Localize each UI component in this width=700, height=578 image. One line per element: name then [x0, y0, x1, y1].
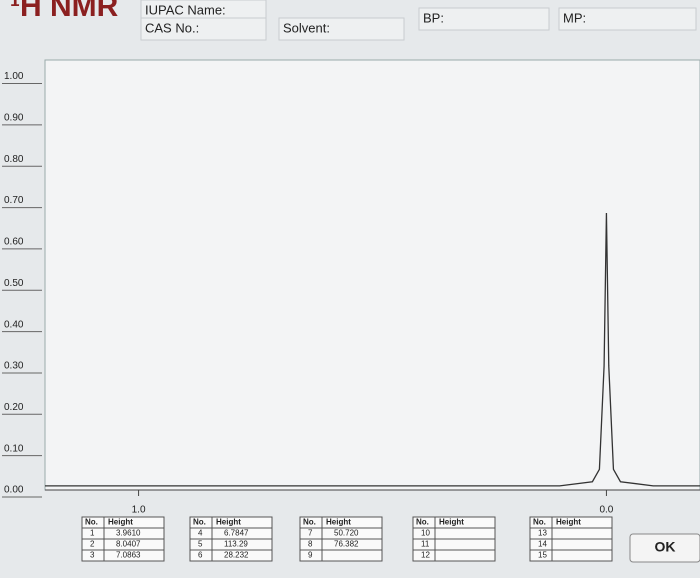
- y-tick-label: 0.70: [4, 195, 24, 206]
- peak-height: 6.7847: [224, 529, 249, 538]
- table-header: Height: [556, 518, 581, 527]
- peak-number: 11: [421, 540, 430, 549]
- table-header: Height: [216, 518, 241, 527]
- field-box: [140, 17, 267, 41]
- peak-height: 113.29: [224, 540, 248, 549]
- table-header: Height: [108, 518, 133, 527]
- field-label: MP:: [563, 10, 586, 25]
- x-tick-label: 1.0: [132, 505, 146, 516]
- table-header: No.: [416, 518, 429, 527]
- table-header: No.: [533, 518, 546, 527]
- field-box: [558, 7, 697, 31]
- y-tick-label: 1.00: [4, 71, 24, 82]
- peak-height: 3.9610: [116, 529, 141, 538]
- y-tick-label: 0.90: [4, 113, 24, 124]
- table-header: No.: [303, 518, 316, 527]
- table-header: Height: [326, 518, 351, 527]
- title: ¹H NMR: [10, 0, 119, 23]
- peak-number: 14: [538, 540, 547, 549]
- peak-number: 2: [90, 540, 95, 549]
- peak-number: 13: [538, 529, 547, 538]
- ok-button-label[interactable]: OK: [655, 539, 676, 555]
- peak-height: 8.0407: [116, 540, 141, 549]
- plot-area: [44, 59, 700, 491]
- peak-number: 15: [538, 551, 547, 560]
- peak-number: 12: [421, 551, 430, 560]
- x-tick-label: 0.0: [599, 505, 613, 516]
- y-tick-label: 0.40: [4, 319, 24, 330]
- peak-number: 4: [198, 529, 203, 538]
- y-tick-label: 0.60: [4, 237, 24, 248]
- peak-number: 9: [308, 551, 313, 560]
- peak-number: 6: [198, 551, 203, 560]
- peak-number: 8: [308, 540, 313, 549]
- field-label: IUPAC Name:: [145, 2, 226, 17]
- ok-button[interactable]: [629, 533, 700, 563]
- y-tick-label: 0.80: [4, 154, 24, 165]
- peak-number: 3: [90, 551, 95, 560]
- peak-height: 76.382: [334, 540, 359, 549]
- table-header: Height: [439, 518, 464, 527]
- table-header: No.: [193, 518, 206, 527]
- peak-number: 10: [421, 529, 430, 538]
- field-box: [418, 7, 550, 31]
- field-box: [278, 17, 405, 41]
- field-label: BP:: [423, 10, 444, 25]
- peak-number: 1: [90, 529, 95, 538]
- y-tick-label: 0.00: [4, 485, 24, 496]
- y-tick-label: 0.50: [4, 278, 24, 289]
- peak-number: 7: [308, 529, 313, 538]
- table-header: No.: [85, 518, 98, 527]
- field-label: Solvent:: [283, 20, 330, 35]
- field-label: CAS No.:: [145, 20, 199, 35]
- y-tick-label: 0.30: [4, 361, 24, 372]
- peak-height: 7.0863: [116, 551, 141, 560]
- peak-height: 50.720: [334, 529, 359, 538]
- peak-number: 5: [198, 540, 203, 549]
- y-tick-label: 0.20: [4, 402, 24, 413]
- spectrum-line: [45, 212, 700, 487]
- y-tick-label: 0.10: [4, 443, 24, 454]
- peak-height: 28.232: [224, 551, 249, 560]
